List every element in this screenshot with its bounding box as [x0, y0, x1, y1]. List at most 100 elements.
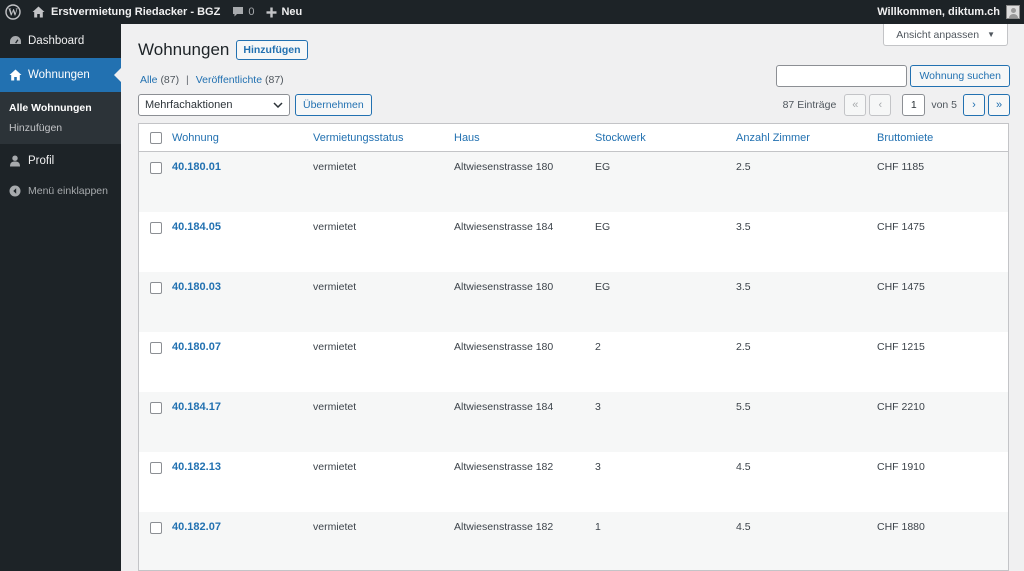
- row-title-link[interactable]: 40.182.13: [172, 461, 221, 473]
- row-checkbox-cell: [139, 341, 172, 354]
- cell-miete: CHF 1880: [877, 521, 925, 533]
- pagination: 87 Einträge « ‹ 1 von 5 › »: [783, 94, 1010, 116]
- dashboard-icon: [8, 34, 22, 48]
- column-header-anzahl-zimmer[interactable]: Anzahl Zimmer: [736, 131, 810, 144]
- admin-bar: W Erstvermietung Riedacker - BGZ 0 Neu W…: [0, 0, 1024, 24]
- collapse-menu-button[interactable]: Menü einklappen: [0, 176, 121, 206]
- row-checkbox[interactable]: [149, 522, 162, 534]
- chevron-down-icon: [273, 100, 283, 110]
- cell-status: vermietet: [313, 521, 357, 533]
- row-title-link[interactable]: 40.180.07: [172, 341, 221, 353]
- cell-status: vermietet: [313, 401, 357, 413]
- column-header-stockwerk[interactable]: Stockwerk: [595, 131, 646, 144]
- comments-link[interactable]: 0: [226, 0, 260, 24]
- current-page-input[interactable]: 1: [902, 94, 926, 116]
- bulk-action-selected: Mehrfachaktionen: [145, 99, 233, 111]
- select-all-checkbox[interactable]: [149, 131, 162, 144]
- cell-zimmer: 4.5: [736, 461, 751, 473]
- cell-zimmer: 2.5: [736, 161, 751, 173]
- search-input[interactable]: [776, 65, 908, 87]
- my-account-link[interactable]: Willkommen, diktum.ch: [871, 0, 1024, 24]
- new-content-link[interactable]: Neu: [260, 0, 308, 24]
- row-checkbox[interactable]: [149, 342, 162, 354]
- next-page-button[interactable]: ›: [963, 94, 985, 116]
- avatar: [1006, 5, 1020, 19]
- page-title: Wohnungen: [138, 40, 230, 59]
- sidebar-item-dashboard[interactable]: Dashboard: [0, 24, 121, 58]
- cell-haus: Altwiesenstrasse 182: [454, 461, 554, 473]
- row-checkbox[interactable]: [149, 402, 162, 414]
- bulk-action-select[interactable]: Mehrfachaktionen: [138, 94, 290, 116]
- cell-zimmer: 3.5: [736, 281, 751, 293]
- column-header-wohnung[interactable]: Wohnung: [172, 131, 219, 144]
- cell-haus: Altwiesenstrasse 184: [454, 221, 554, 233]
- row-checkbox[interactable]: [149, 462, 162, 474]
- column-header-bruttomiete[interactable]: Bruttomiete: [877, 131, 934, 144]
- cell-haus: Altwiesenstrasse 180: [454, 281, 554, 293]
- row-title-link[interactable]: 40.180.03: [172, 281, 221, 293]
- row-checkbox[interactable]: [149, 222, 162, 234]
- row-checkbox[interactable]: [149, 282, 162, 294]
- cell-haus: Altwiesenstrasse 182: [454, 521, 554, 533]
- user-icon: [8, 154, 22, 168]
- select-all-cell: [139, 131, 172, 144]
- search-button[interactable]: Wohnung suchen: [910, 65, 1010, 87]
- cell-miete: CHF 1910: [877, 461, 925, 473]
- wohnungen-submenu: Alle Wohnungen Hinzufügen: [0, 92, 121, 144]
- cell-stockwerk: EG: [595, 281, 611, 293]
- filter-all-link[interactable]: Alle: [140, 74, 158, 86]
- comment-icon: [232, 6, 244, 18]
- cell-stockwerk: 2: [595, 341, 601, 353]
- sidebar-item-wohnungen[interactable]: Wohnungen: [0, 58, 121, 92]
- main-content: Ansicht anpassen ▼ Wohnungen Hinzufügen …: [121, 24, 1024, 571]
- collapse-arrow-icon: [8, 184, 22, 198]
- admin-sidebar: Dashboard Wohnungen Alle Wohnungen Hinzu…: [0, 24, 121, 571]
- filter-published-link[interactable]: Veröffentlichte: [195, 74, 263, 86]
- column-header-haus[interactable]: Haus: [454, 131, 480, 144]
- row-checkbox[interactable]: [149, 162, 162, 174]
- cell-stockwerk: 3: [595, 401, 601, 413]
- site-name-link[interactable]: Erstvermietung Riedacker - BGZ: [26, 0, 226, 24]
- prev-page-button: ‹: [869, 94, 892, 116]
- filter-separator: |: [186, 74, 189, 86]
- row-title-link[interactable]: 40.184.05: [172, 221, 221, 233]
- plus-icon: [266, 7, 277, 18]
- sidebar-item-profil[interactable]: Profil: [0, 146, 121, 176]
- row-title-link[interactable]: 40.180.01: [172, 161, 221, 173]
- add-new-button[interactable]: Hinzufügen: [236, 40, 308, 60]
- row-title-link[interactable]: 40.184.17: [172, 401, 221, 413]
- caret-down-icon: ▼: [987, 30, 995, 39]
- bulk-actions: Mehrfachaktionen Übernehmen: [138, 94, 372, 116]
- cell-status: vermietet: [313, 161, 357, 173]
- cell-haus: Altwiesenstrasse 184: [454, 401, 554, 413]
- cell-haus: Altwiesenstrasse 180: [454, 341, 554, 353]
- cell-zimmer: 3.5: [736, 221, 751, 233]
- column-header-vermietungsstatus[interactable]: Vermietungsstatus: [313, 131, 404, 144]
- table-body: 40.180.01 vermietet Altwiesenstrasse 180…: [139, 152, 1008, 570]
- cell-zimmer: 5.5: [736, 401, 751, 413]
- apply-bulk-button[interactable]: Übernehmen: [295, 94, 372, 116]
- cell-miete: CHF 1215: [877, 341, 925, 353]
- table-row: 40.180.07 vermietet Altwiesenstrasse 180…: [139, 332, 1008, 392]
- table-row: 40.180.01 vermietet Altwiesenstrasse 180…: [139, 152, 1008, 212]
- cell-zimmer: 2.5: [736, 341, 751, 353]
- welcome-text: Willkommen, diktum.ch: [877, 6, 1000, 18]
- screen-options-button[interactable]: Ansicht anpassen ▼: [883, 24, 1008, 46]
- search-box: Wohnung suchen: [776, 65, 1010, 87]
- cell-status: vermietet: [313, 221, 357, 233]
- comments-count: 0: [248, 6, 255, 18]
- submenu-item-hinzufuegen[interactable]: Hinzufügen: [9, 122, 63, 134]
- wordpress-logo-icon[interactable]: W: [0, 0, 26, 24]
- sidebar-item-label: Dashboard: [28, 35, 85, 47]
- cell-status: vermietet: [313, 461, 357, 473]
- submenu-item-alle-wohnungen[interactable]: Alle Wohnungen: [9, 102, 92, 114]
- row-title-link[interactable]: 40.182.07: [172, 521, 221, 533]
- last-page-button[interactable]: »: [988, 94, 1010, 116]
- table-row: 40.180.03 vermietet Altwiesenstrasse 180…: [139, 272, 1008, 332]
- cell-status: vermietet: [313, 281, 357, 293]
- cell-zimmer: 4.5: [736, 521, 751, 533]
- items-count: 87 Einträge: [782, 99, 837, 111]
- new-label: Neu: [281, 6, 303, 18]
- site-name: Erstvermietung Riedacker - BGZ: [51, 6, 221, 18]
- total-pages: von 5: [931, 99, 957, 111]
